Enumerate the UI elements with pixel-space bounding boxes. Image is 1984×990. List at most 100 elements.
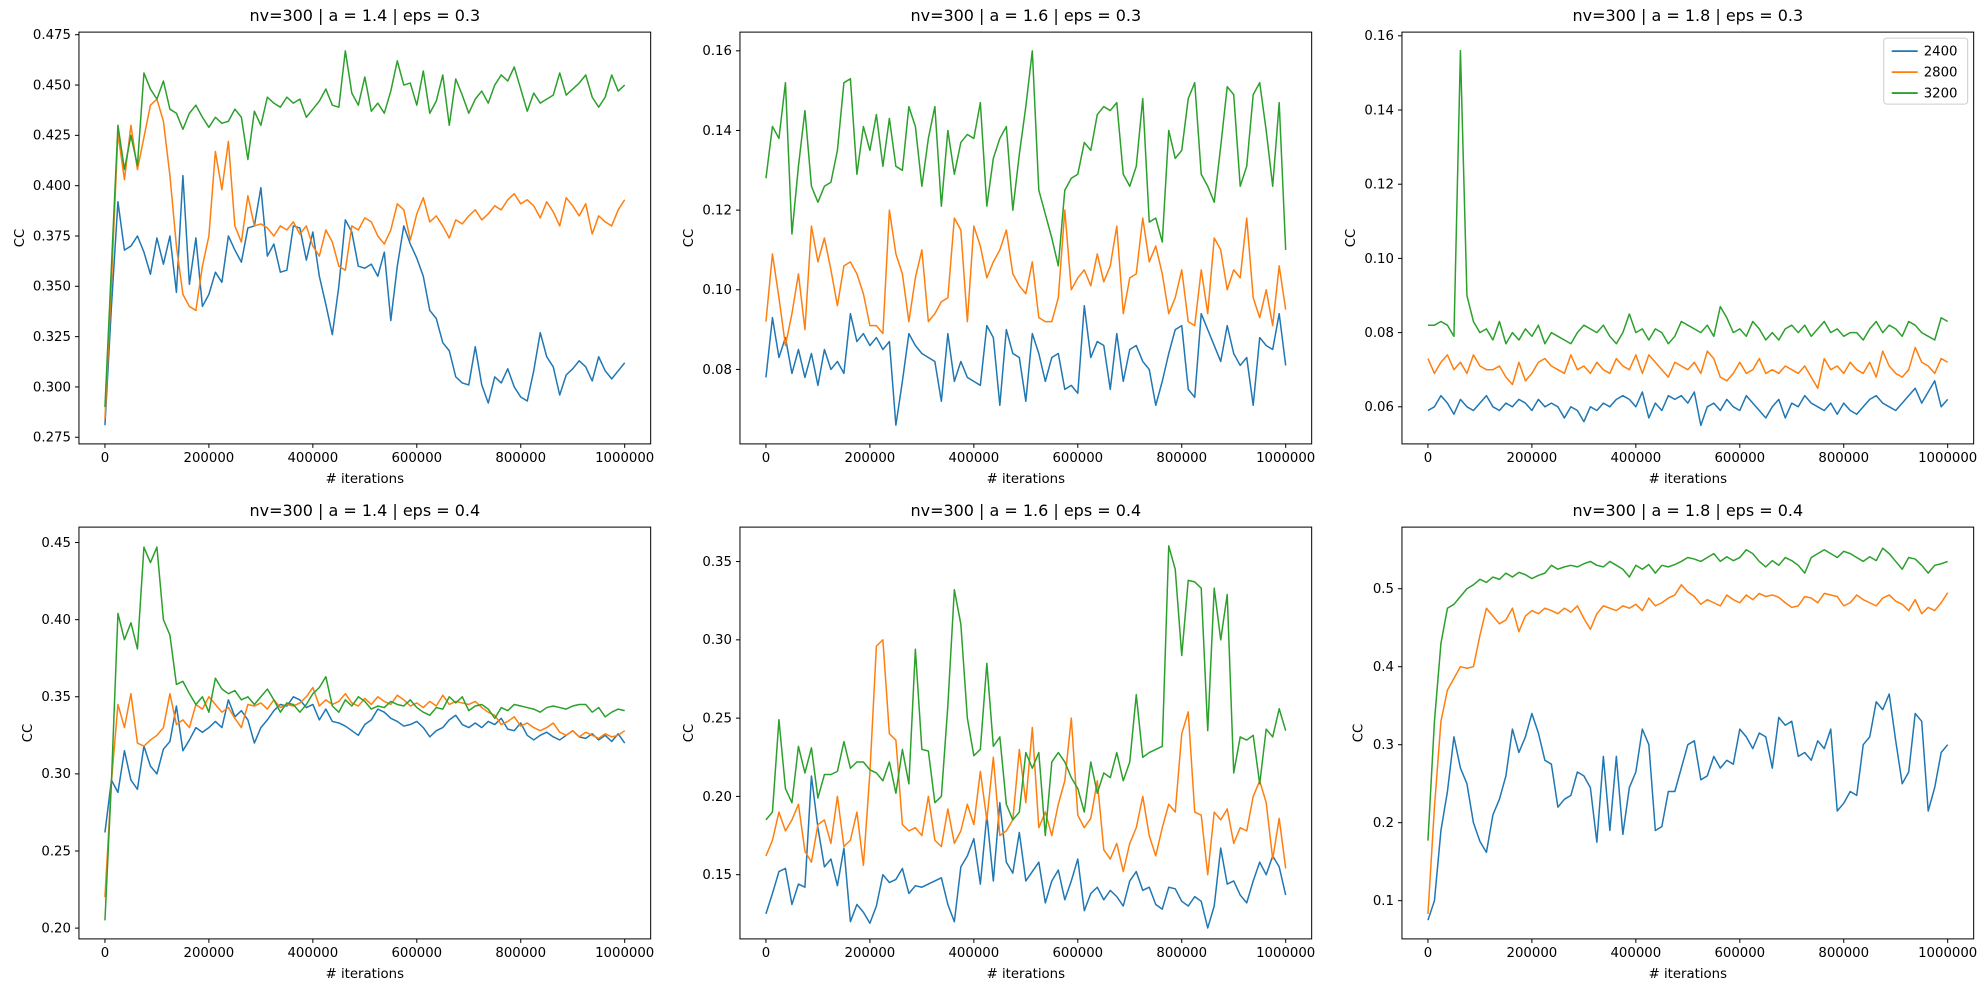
x-tick-label: 1000000 xyxy=(1918,946,1977,961)
x-tick-label: 200000 xyxy=(184,451,235,466)
x-axis-label: # iterations xyxy=(1648,967,1726,982)
x-tick-label: 800000 xyxy=(1157,946,1208,961)
y-tick-label: 0.5 xyxy=(1372,582,1393,597)
y-tick-label: 0.14 xyxy=(703,124,733,139)
x-tick-label: 400000 xyxy=(949,451,1000,466)
y-tick-label: 0.14 xyxy=(1364,103,1394,118)
legend-label: 3200 xyxy=(1923,87,1957,102)
x-tick-label: 800000 xyxy=(495,946,546,961)
legend-label: 2800 xyxy=(1923,66,1957,81)
x-tick-label: 200000 xyxy=(1506,946,1557,961)
y-tick-label: 0.25 xyxy=(703,712,733,727)
x-tick-label: 400000 xyxy=(949,946,1000,961)
series-line-2400 xyxy=(1426,693,1948,921)
x-tick-label: 0 xyxy=(1423,451,1431,466)
series-line-2400 xyxy=(104,174,626,426)
x-tick-label: 600000 xyxy=(391,451,442,466)
y-tick-label: 0.20 xyxy=(41,921,71,936)
subplot-a1.4-eps0.4: 0 200000 400000 600000 800000 1000000 0.20 0.25… xyxy=(0,495,661,990)
x-tick-label: 0 xyxy=(1423,946,1431,961)
y-axis-label: CC xyxy=(682,229,697,248)
y-tick-label: 0.400 xyxy=(33,179,71,194)
subplot-a1.8-eps0.4: 0 200000 400000 600000 800000 1000000 0.1 0.2 0.… xyxy=(1323,495,1984,990)
chart-svg: 0 200000 400000 600000 800000 1000000 0.08 0.10… xyxy=(682,6,1315,487)
x-tick-label: 400000 xyxy=(1610,946,1661,961)
y-tick-label: 0.35 xyxy=(41,690,71,705)
series-line-3200 xyxy=(765,545,1287,837)
x-tick-label: 0 xyxy=(101,946,109,961)
y-tick-label: 0.20 xyxy=(703,790,733,805)
series-line-2400 xyxy=(765,775,1287,929)
x-tick-label: 1000000 xyxy=(595,946,654,961)
chart-title: nv=300 | a = 1.6 | eps = 0.3 xyxy=(911,6,1142,25)
x-tick-label: 1000000 xyxy=(1256,451,1315,466)
x-tick-label: 600000 xyxy=(391,946,442,961)
chart-svg: 0 200000 400000 600000 800000 1000000 0.1 0.2 0.… xyxy=(1351,501,1977,982)
axes-frame xyxy=(1401,526,1974,940)
chart-svg: 0 200000 400000 600000 800000 1000000 0.06 0.08… xyxy=(1343,6,1977,487)
legend-box xyxy=(1882,37,1968,105)
y-tick-label: 0.40 xyxy=(41,613,71,628)
y-tick-label: 0.10 xyxy=(703,283,733,298)
x-tick-label: 1000000 xyxy=(1918,451,1977,466)
x-axis-label: # iterations xyxy=(1648,472,1726,487)
legend-label: 2400 xyxy=(1923,45,1957,60)
x-tick-label: 400000 xyxy=(287,946,338,961)
chart-svg: 0 200000 400000 600000 800000 1000000 0.15 0.20… xyxy=(682,501,1315,982)
series-line-3200 xyxy=(1426,547,1948,841)
y-tick-label: 0.1 xyxy=(1372,894,1393,909)
y-tick-label: 0.4 xyxy=(1372,660,1393,675)
series-line-2800 xyxy=(1426,584,1948,914)
y-tick-label: 0.12 xyxy=(1364,178,1394,193)
y-tick-label: 0.350 xyxy=(33,280,71,295)
y-axis-label: CC xyxy=(21,724,36,743)
x-tick-label: 200000 xyxy=(845,451,896,466)
axes-frame xyxy=(78,526,652,940)
x-tick-label: 200000 xyxy=(184,946,235,961)
y-tick-label: 0.30 xyxy=(41,767,71,782)
x-tick-label: 600000 xyxy=(1714,451,1765,466)
y-tick-label: 0.16 xyxy=(1364,29,1394,44)
axes-frame xyxy=(78,31,652,445)
series-line-3200 xyxy=(1427,49,1948,345)
subplot-a1.4-eps0.3: 0 200000 400000 600000 800000 1000000 0.275 0.3… xyxy=(0,0,661,495)
y-tick-label: 0.16 xyxy=(703,44,733,59)
y-tick-label: 0.3 xyxy=(1372,738,1393,753)
x-tick-label: 200000 xyxy=(1506,451,1557,466)
y-tick-label: 0.06 xyxy=(1364,400,1394,415)
y-tick-label: 0.275 xyxy=(33,431,71,446)
series-line-2400 xyxy=(1427,380,1948,427)
y-tick-label: 0.25 xyxy=(41,844,71,859)
y-axis-label: CC xyxy=(1351,724,1366,743)
x-axis-label: # iterations xyxy=(987,967,1065,982)
x-tick-label: 800000 xyxy=(1157,451,1208,466)
y-tick-label: 0.12 xyxy=(703,204,733,219)
y-tick-label: 0.325 xyxy=(33,330,71,345)
y-tick-label: 0.35 xyxy=(703,555,733,570)
x-tick-label: 0 xyxy=(762,946,770,961)
x-tick-label: 800000 xyxy=(495,451,546,466)
series-line-3200 xyxy=(104,546,625,921)
series-line-2400 xyxy=(104,696,626,833)
y-tick-label: 0.10 xyxy=(1364,252,1394,267)
series-line-2400 xyxy=(765,304,1287,426)
x-tick-label: 0 xyxy=(762,451,770,466)
y-tick-label: 0.30 xyxy=(703,633,733,648)
series-line-2800 xyxy=(104,98,626,420)
x-axis-label: # iterations xyxy=(326,472,404,487)
x-axis-label: # iterations xyxy=(987,472,1065,487)
axes-frame xyxy=(739,526,1313,940)
y-tick-label: 0.08 xyxy=(1364,326,1394,341)
x-tick-label: 1000000 xyxy=(595,451,654,466)
y-tick-label: 0.475 xyxy=(33,28,71,43)
y-axis-label: CC xyxy=(13,229,28,248)
subplot-a1.6-eps0.3: 0 200000 400000 600000 800000 1000000 0.08 0.10… xyxy=(661,0,1322,495)
series-line-2800 xyxy=(1426,346,1948,389)
y-tick-label: 0.300 xyxy=(33,380,71,395)
y-axis-label: CC xyxy=(682,724,697,743)
y-tick-label: 0.375 xyxy=(33,229,71,244)
y-tick-label: 0.15 xyxy=(703,868,733,883)
y-tick-label: 0.2 xyxy=(1372,816,1393,831)
y-tick-label: 0.425 xyxy=(33,129,71,144)
